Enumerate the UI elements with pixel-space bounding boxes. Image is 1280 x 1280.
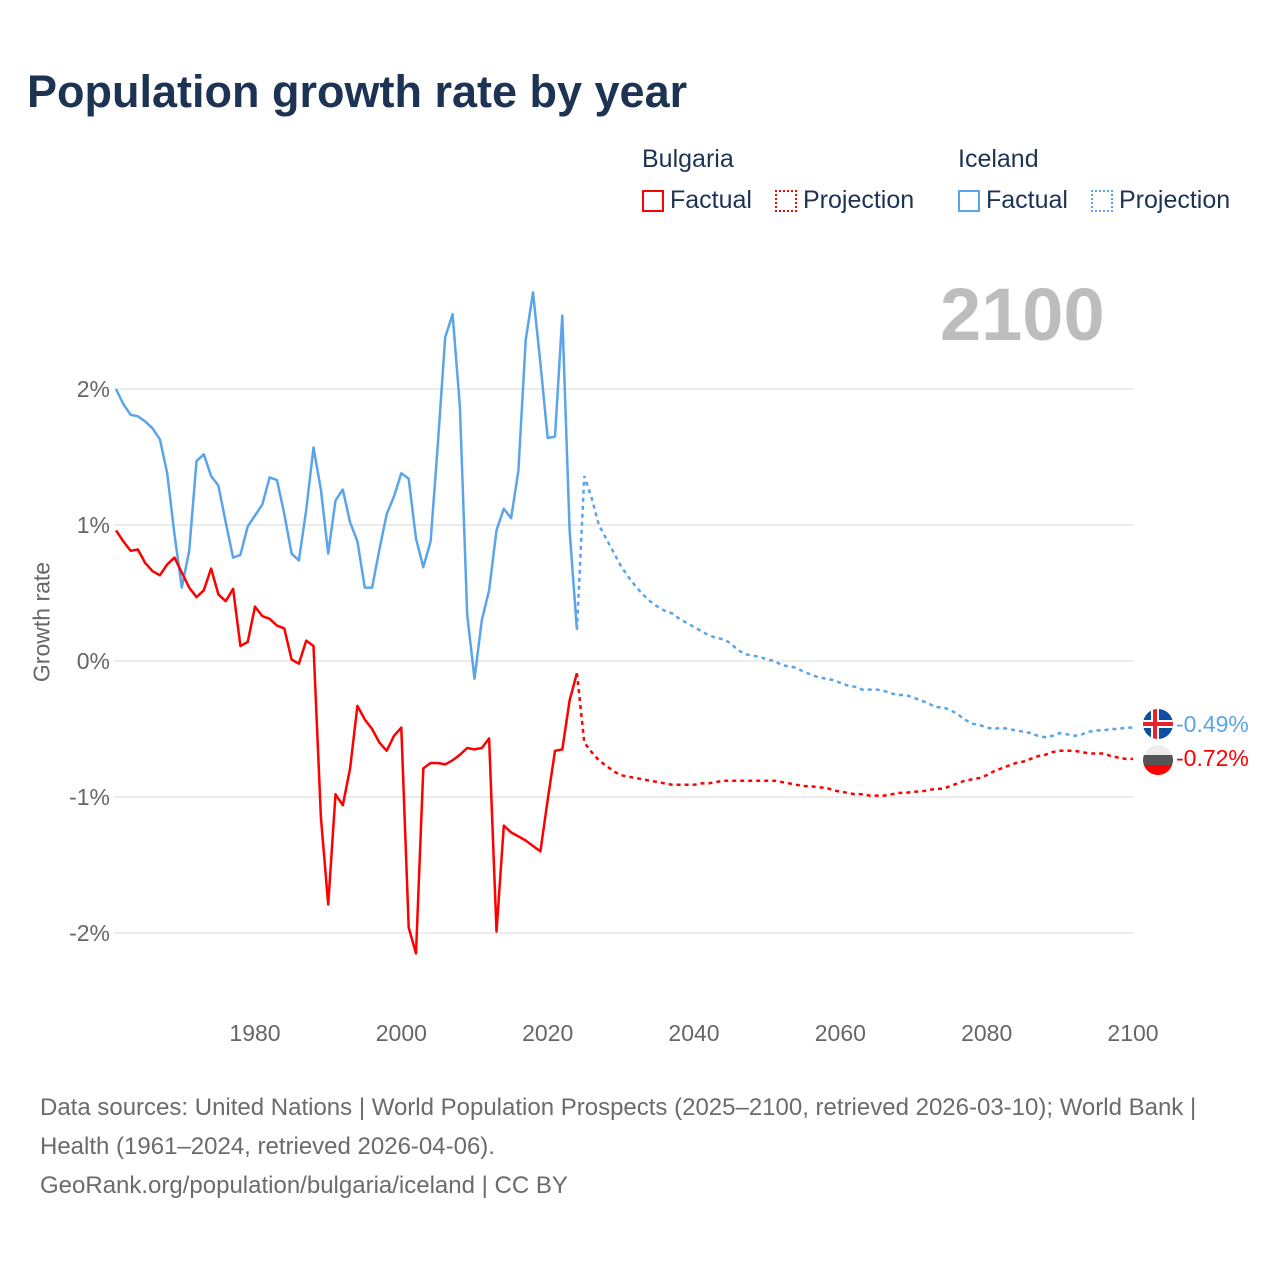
bulgaria-factual-line xyxy=(114,529,579,955)
x-tick-label: 2080 xyxy=(961,1020,1012,1046)
legend-label: Projection xyxy=(803,186,915,214)
legend-bulgaria-factual[interactable]: Factual xyxy=(642,186,752,215)
footer: Data sources: United Nations | World Pop… xyxy=(40,1088,1240,1205)
flag-stripe xyxy=(1143,745,1173,755)
legend-iceland-factual[interactable]: Factual xyxy=(958,186,1068,215)
x-tick-label: 2100 xyxy=(1107,1020,1158,1046)
legend-label: Factual xyxy=(986,186,1068,214)
y-tick-label: 0% xyxy=(77,648,110,674)
bulgaria-end-label: -0.72% xyxy=(1176,745,1249,771)
iceland-projection-line xyxy=(575,475,1133,739)
x-tick-label: 1980 xyxy=(229,1020,280,1046)
flag-cross xyxy=(1153,709,1157,739)
flag-cross xyxy=(1143,722,1173,726)
flag-stripe xyxy=(1143,755,1173,765)
chart-title: Population growth rate by year xyxy=(27,66,688,117)
legend-bulgaria-projection[interactable]: Projection xyxy=(775,186,914,215)
legend-group-iceland: Iceland xyxy=(958,145,1039,173)
current-year-label: 2100 xyxy=(940,273,1105,356)
y-tick-label: 1% xyxy=(77,512,110,538)
y-tick-label: -2% xyxy=(69,920,110,946)
data-sources: Data sources: United Nations | World Pop… xyxy=(40,1094,1197,1160)
credit-link[interactable]: GeoRank.org/population/bulgaria/iceland … xyxy=(40,1172,568,1199)
legend-label: Projection xyxy=(1119,186,1231,214)
flag-stripe xyxy=(1143,765,1173,775)
bulgaria-flag-icon xyxy=(1143,745,1173,775)
legend-swatch-solid xyxy=(958,189,980,212)
x-tick-label: 2040 xyxy=(668,1020,719,1046)
iceland-flag-icon xyxy=(1143,709,1173,739)
legend-swatch-dotted xyxy=(1091,189,1113,212)
iceland-factual-line xyxy=(114,291,579,680)
x-tick-label: 2000 xyxy=(376,1020,427,1046)
bulgaria-projection-line xyxy=(575,673,1133,797)
iceland-end-label: -0.49% xyxy=(1176,711,1249,737)
y-tick-label: 2% xyxy=(77,376,110,402)
legend-swatch-dotted xyxy=(775,189,797,212)
legend-label: Factual xyxy=(670,186,752,214)
y-tick-label: -1% xyxy=(69,784,110,810)
legend-iceland-projection[interactable]: Projection xyxy=(1091,186,1230,215)
x-tick-label: 2060 xyxy=(815,1020,866,1046)
x-tick-label: 2020 xyxy=(522,1020,573,1046)
legend-group-bulgaria: Bulgaria xyxy=(642,145,734,173)
legend-swatch-solid xyxy=(642,189,664,212)
